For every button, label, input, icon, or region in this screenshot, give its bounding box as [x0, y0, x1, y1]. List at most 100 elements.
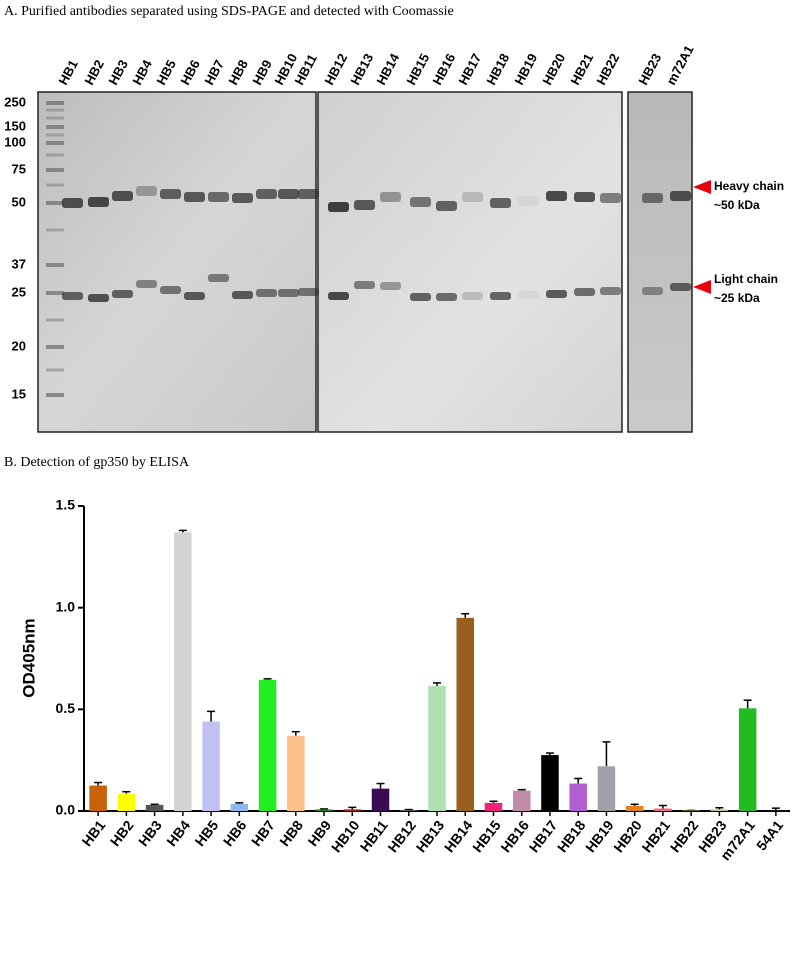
lane-label: HB21	[567, 51, 596, 87]
bar	[343, 809, 362, 811]
heavy-band	[518, 196, 539, 206]
ladder-band	[46, 125, 64, 129]
heavy-band	[670, 191, 691, 201]
y-tick-label: 1.5	[56, 497, 76, 513]
heavy-band	[436, 201, 457, 211]
bar	[371, 788, 390, 811]
heavy-band	[136, 186, 157, 196]
light-band	[574, 288, 595, 296]
x-tick-label: HB4	[163, 817, 193, 849]
marker-label: 37	[12, 256, 26, 271]
x-tick-label: HB2	[107, 817, 137, 849]
light-band	[298, 288, 319, 296]
light-band	[88, 294, 109, 302]
light-band	[328, 292, 349, 300]
gel-panel	[37, 91, 317, 433]
y-tick-label: 1.0	[56, 598, 76, 614]
annotation: Heavy chain	[714, 179, 784, 193]
arrow	[693, 180, 711, 194]
lane-label: HB23	[635, 51, 664, 87]
marker-label: 250	[4, 94, 26, 109]
ladder-band	[46, 345, 64, 349]
annotation: Light chain	[714, 272, 778, 286]
x-tick-label: HB20	[610, 817, 645, 855]
heavy-band	[546, 191, 567, 201]
x-tick-label: HB14	[441, 817, 476, 855]
bar	[428, 685, 446, 811]
ladder-band	[46, 318, 64, 322]
ladder-band	[46, 183, 64, 187]
bar	[89, 785, 107, 811]
lane-label: HB7	[201, 57, 226, 87]
bar	[569, 783, 587, 811]
x-tick-label: HB15	[469, 817, 504, 855]
lane-label: HB4	[129, 57, 155, 88]
bar	[202, 721, 220, 811]
light-band	[232, 291, 253, 299]
heavy-band	[208, 192, 229, 202]
bar	[315, 809, 333, 811]
ladder-band	[46, 263, 64, 267]
light-band	[670, 283, 691, 291]
lane-label: HB6	[177, 57, 202, 87]
bar	[258, 679, 277, 811]
light-band	[62, 292, 83, 300]
bar	[710, 809, 729, 811]
lane-label: HB9	[249, 57, 274, 87]
ladder-band	[46, 101, 64, 105]
light-band	[208, 274, 229, 282]
ladder-band	[46, 153, 64, 157]
marker-label: 20	[12, 338, 26, 353]
ladder-band	[46, 133, 64, 137]
heavy-band	[256, 189, 277, 199]
heavy-band	[88, 197, 109, 207]
bar	[738, 708, 757, 811]
lane-label: HB16	[429, 51, 458, 87]
x-tick-label: HB13	[413, 817, 448, 855]
lane-label: HB2	[81, 57, 106, 87]
lane-label: HB20	[539, 51, 568, 87]
ladder-band	[46, 141, 64, 145]
lane-label: HB5	[153, 57, 178, 87]
lane-label: HB13	[347, 51, 376, 87]
ladder-band	[46, 168, 64, 172]
marker-label: 50	[12, 194, 26, 209]
marker-label: 100	[4, 134, 26, 149]
light-band	[490, 292, 511, 300]
x-tick-label: HB19	[582, 817, 617, 855]
bar	[597, 766, 616, 811]
lane-label: HB12	[321, 51, 350, 87]
heavy-band	[328, 202, 349, 212]
x-tick-label: HB1	[79, 817, 109, 849]
heavy-band	[160, 189, 181, 199]
x-tick-label: HB16	[497, 817, 532, 855]
light-band	[160, 286, 181, 294]
x-tick-label: HB22	[667, 817, 702, 855]
annotation: ~50 kDa	[714, 198, 760, 212]
annotation: ~25 kDa	[714, 291, 760, 305]
marker-label: 150	[4, 118, 26, 133]
heavy-band	[354, 200, 375, 210]
light-band	[112, 290, 133, 298]
ladder-band	[46, 201, 64, 205]
x-tick-label: HB21	[639, 817, 674, 855]
lane-label: HB19	[511, 51, 540, 87]
gel-panel	[317, 91, 623, 433]
bar	[174, 532, 192, 811]
bar	[541, 755, 559, 811]
ladder-band	[46, 291, 64, 295]
x-tick-label: HB7	[248, 817, 278, 849]
light-band	[642, 287, 663, 295]
light-band	[436, 293, 457, 301]
light-band	[518, 291, 539, 299]
marker-label: 75	[12, 161, 26, 176]
heavy-band	[462, 192, 483, 202]
light-band	[354, 281, 375, 289]
bar	[230, 803, 249, 811]
heavy-band	[278, 189, 299, 199]
lane-label: HB1	[55, 57, 80, 87]
ladder-band	[46, 228, 64, 232]
heavy-band	[232, 193, 253, 203]
ladder-band	[46, 116, 64, 120]
heavy-band	[298, 189, 319, 199]
